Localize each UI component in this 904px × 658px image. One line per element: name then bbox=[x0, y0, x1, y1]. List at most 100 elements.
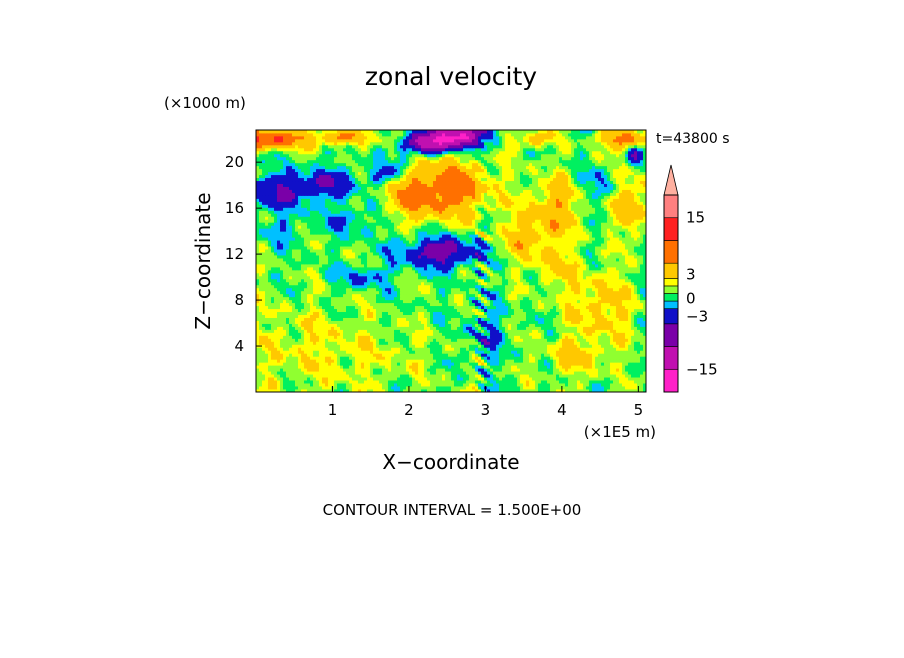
heatmap-cell bbox=[355, 305, 359, 310]
heatmap-cell bbox=[451, 353, 455, 357]
heatmap-cell bbox=[292, 377, 296, 381]
heatmap-cell bbox=[613, 359, 617, 363]
heatmap-cell bbox=[571, 329, 575, 333]
heatmap-cell bbox=[274, 290, 278, 295]
heatmap-cell bbox=[376, 308, 380, 313]
heatmap-cell bbox=[280, 380, 284, 384]
heatmap-cell bbox=[478, 317, 482, 321]
heatmap-cell bbox=[349, 290, 353, 295]
heatmap-cell bbox=[361, 320, 365, 324]
heatmap-cell bbox=[382, 314, 386, 318]
heatmap-cell bbox=[619, 389, 623, 393]
heatmap-cell bbox=[643, 389, 647, 393]
heatmap-cell bbox=[337, 278, 341, 283]
heatmap-cell bbox=[448, 326, 452, 330]
heatmap-cell bbox=[541, 317, 545, 321]
heatmap-cell bbox=[379, 326, 383, 330]
heatmap-cell bbox=[373, 341, 377, 345]
heatmap-cell bbox=[439, 293, 443, 298]
heatmap-cell bbox=[436, 368, 440, 372]
heatmap-cell bbox=[439, 368, 443, 372]
heatmap-cell bbox=[274, 311, 278, 315]
heatmap-cell bbox=[550, 299, 554, 304]
heatmap-cell bbox=[544, 284, 548, 289]
heatmap-cell bbox=[619, 371, 623, 375]
heatmap-cell bbox=[337, 347, 341, 351]
heatmap-cell bbox=[445, 350, 449, 354]
heatmap-cell bbox=[403, 284, 407, 289]
heatmap-cell bbox=[340, 344, 344, 348]
heatmap-cell bbox=[385, 323, 389, 327]
heatmap-cell bbox=[478, 344, 482, 348]
heatmap-cell bbox=[292, 347, 296, 351]
heatmap-cell bbox=[265, 302, 269, 307]
heatmap-cell bbox=[520, 374, 524, 378]
heatmap-cell bbox=[436, 317, 440, 321]
heatmap-cell bbox=[454, 332, 458, 336]
heatmap-cell bbox=[544, 344, 548, 348]
heatmap-cell bbox=[502, 371, 506, 375]
heatmap-cell bbox=[625, 299, 629, 304]
heatmap-cell bbox=[262, 386, 266, 390]
heatmap-cell bbox=[496, 311, 500, 315]
heatmap-cell bbox=[415, 377, 419, 381]
heatmap-cell bbox=[505, 386, 509, 390]
heatmap-cell bbox=[613, 290, 617, 295]
heatmap-cell bbox=[490, 356, 494, 360]
heatmap-cell bbox=[373, 356, 377, 360]
heatmap-cell bbox=[556, 284, 560, 289]
heatmap-cell bbox=[553, 296, 557, 301]
heatmap-cell bbox=[535, 287, 539, 292]
heatmap-cell bbox=[619, 326, 623, 330]
heatmap-cell bbox=[643, 365, 647, 369]
heatmap-cell bbox=[277, 341, 281, 345]
heatmap-cell bbox=[613, 353, 617, 357]
heatmap-cell bbox=[340, 302, 344, 307]
heatmap-cell bbox=[307, 383, 311, 387]
heatmap-cell bbox=[529, 386, 533, 390]
heatmap-cell bbox=[553, 389, 557, 393]
heatmap-cell bbox=[454, 353, 458, 357]
heatmap-cell bbox=[466, 389, 470, 393]
heatmap-cell bbox=[550, 347, 554, 351]
heatmap-cell bbox=[496, 341, 500, 345]
heatmap-cell bbox=[385, 350, 389, 354]
heatmap-cell bbox=[532, 344, 536, 348]
heatmap-cell bbox=[430, 317, 434, 321]
heatmap-cell bbox=[553, 308, 557, 313]
heatmap-cell bbox=[463, 314, 467, 318]
heatmap-cell bbox=[409, 284, 413, 289]
heatmap-cell bbox=[313, 314, 317, 318]
heatmap-cell bbox=[496, 350, 500, 354]
heatmap-cell bbox=[418, 278, 422, 283]
heatmap-cell bbox=[604, 320, 608, 324]
heatmap-cell bbox=[610, 278, 614, 283]
heatmap-cell bbox=[289, 368, 293, 372]
heatmap-cell bbox=[535, 344, 539, 348]
heatmap-cell bbox=[577, 365, 581, 369]
heatmap-cell bbox=[316, 344, 320, 348]
heatmap-cell bbox=[343, 383, 347, 387]
heatmap-cell bbox=[349, 365, 353, 369]
heatmap-cell bbox=[430, 377, 434, 381]
heatmap-cell bbox=[370, 380, 374, 384]
heatmap-cell bbox=[289, 347, 293, 351]
heatmap-cell bbox=[358, 353, 362, 357]
heatmap-cell bbox=[499, 299, 503, 304]
heatmap-cell bbox=[577, 368, 581, 372]
heatmap-cell bbox=[451, 326, 455, 330]
heatmap-cell bbox=[532, 308, 536, 313]
heatmap-cell bbox=[487, 365, 491, 369]
heatmap-cell bbox=[280, 308, 284, 313]
heatmap-cell bbox=[517, 341, 521, 345]
heatmap-cell bbox=[295, 299, 299, 304]
heatmap-cell bbox=[352, 299, 356, 304]
heatmap-cell bbox=[316, 311, 320, 315]
heatmap-cell bbox=[322, 335, 326, 339]
heatmap-cell bbox=[589, 350, 593, 354]
heatmap-cell bbox=[370, 332, 374, 336]
heatmap-cell bbox=[298, 329, 302, 333]
heatmap-cell bbox=[541, 383, 545, 387]
heatmap-cell bbox=[337, 287, 341, 292]
heatmap-cell bbox=[625, 284, 629, 289]
